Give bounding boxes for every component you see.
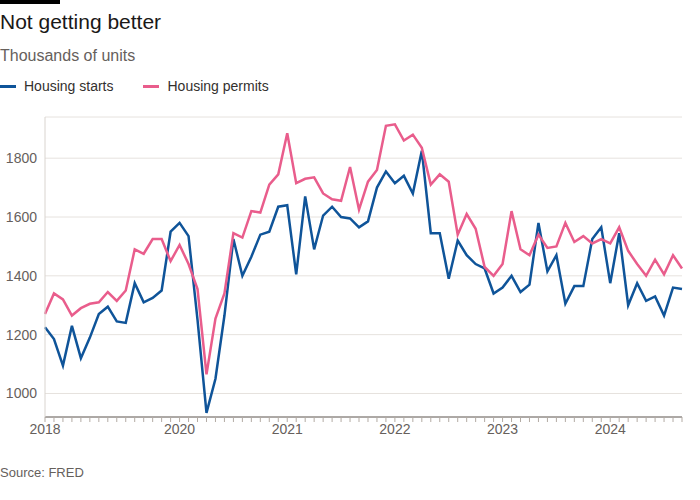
svg-text:2023: 2023 [487,421,518,437]
svg-text:1200: 1200 [8,327,37,343]
svg-text:1400: 1400 [8,268,37,284]
svg-text:2021: 2021 [272,421,303,437]
html-text:Not getting better: Not getting better [0,10,162,33]
html-text:Housing starts: Housing starts [24,78,114,94]
svg-text:2024: 2024 [595,421,626,437]
svg-text:2022: 2022 [379,421,410,437]
svg-text:2020: 2020 [164,421,195,437]
html-text:Thousands of units: Thousands of units [0,47,136,64]
svg-text:2018: 2018 [29,421,60,437]
svg-text:1600: 1600 [8,209,37,225]
svg-text:1000: 1000 [8,385,37,401]
html-text:Housing permits: Housing permits [167,78,269,94]
svg-text:1800: 1800 [8,150,37,166]
html-text:Source: FRED: Source: FRED [0,465,84,480]
